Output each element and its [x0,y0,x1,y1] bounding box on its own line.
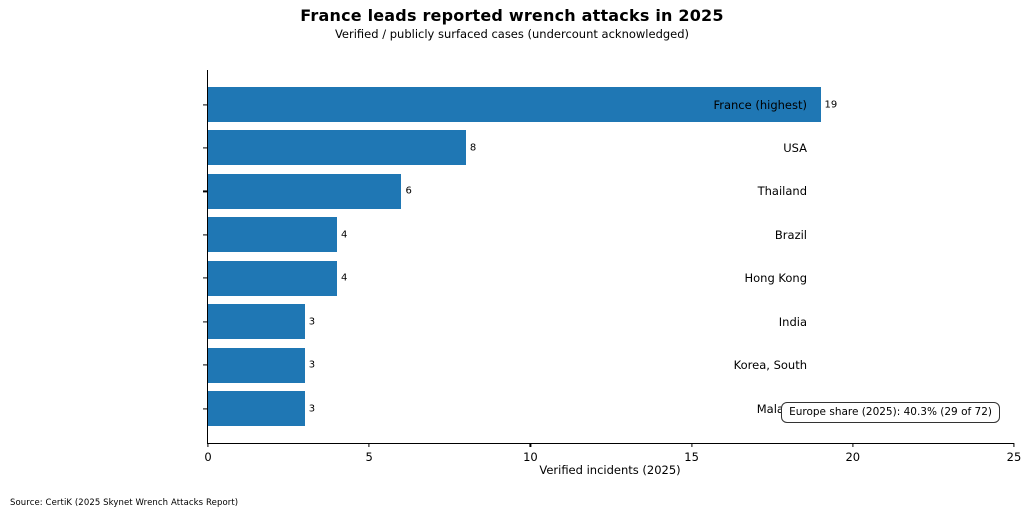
bar-korea-south [208,347,305,383]
bar-hong-kong [208,260,337,296]
y-tick-mark [203,321,207,323]
bar-value-label: 3 [308,359,316,371]
bar-value-label: 4 [340,272,348,284]
x-tick-mark [368,443,370,447]
y-tick-mark [203,407,207,410]
x-tick-label: 20 [845,450,861,464]
y-tick-mark [203,277,207,279]
bar-value-label: 3 [308,403,316,414]
x-tick-label: 15 [684,450,699,464]
x-tick-label: 5 [365,450,373,464]
plot-area: 19 8 6 4 4 3 3 3 0 5 10 15 20 25 [203,70,1021,464]
y-tick-mark [203,234,207,236]
x-tick-mark [207,443,209,447]
bar-usa [208,130,466,166]
y-tick-mark [203,190,207,192]
y-tick-label: USA [783,140,807,155]
y-tick-mark [203,147,207,149]
x-tick-mark [852,443,854,447]
chart-title: France leads reported wrench attacks in … [300,6,724,25]
bar-value-label: 6 [405,185,412,197]
x-tick-mark [529,443,531,447]
bar-thailand [208,173,402,209]
x-tick-label: 10 [523,450,538,464]
europe-share-annotation: Europe share (2025): 40.3% (29 of 72) [781,402,1000,423]
x-tick-mark [1013,443,1015,447]
bar-brazil [208,217,337,253]
x-tick-mark [691,443,693,447]
y-tick-mark [203,103,207,106]
bar-malaysia [208,391,305,426]
bar-value-label: 3 [308,316,316,328]
y-tick-label: Hong Kong [744,271,807,286]
y-tick-label: Brazil [774,227,807,242]
y-tick-label: France (highest) [713,97,807,112]
x-axis-label: Verified incidents (2025) [539,463,681,477]
chart-subtitle: Verified / publicly surfaced cases (unde… [334,27,690,41]
bar-value-label: 19 [824,99,838,110]
y-tick-label: India [778,314,807,329]
y-tick-mark [203,364,207,366]
bar-india [208,304,305,340]
bar-france-highest [208,87,821,122]
x-tick-label: 0 [204,450,212,464]
bar-value-label: 8 [469,142,477,154]
source-note: Source: CertiK (2025 Skynet Wrench Attac… [10,498,239,508]
bar-value-label: 4 [340,229,348,241]
y-tick-label: Thailand [757,184,807,199]
x-tick-label: 25 [1006,450,1022,464]
y-tick-label: Korea, South [733,358,807,373]
